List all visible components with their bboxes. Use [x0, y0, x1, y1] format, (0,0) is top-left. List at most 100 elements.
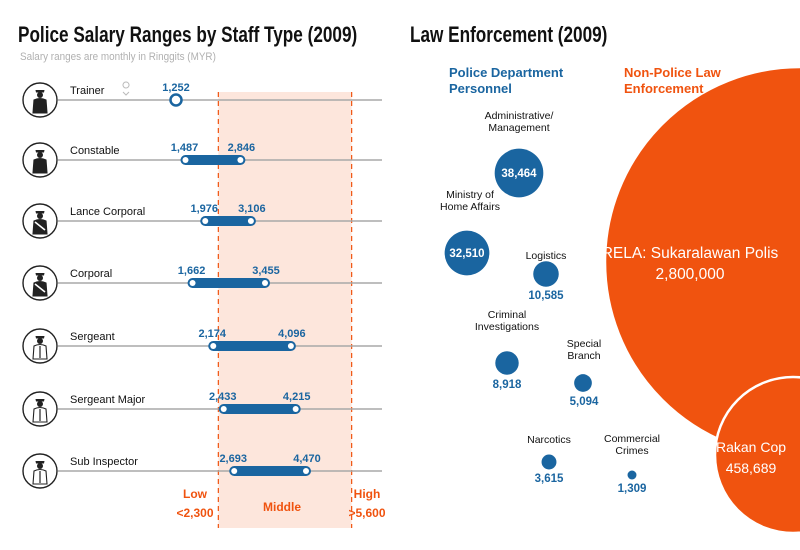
bubble-value: 8,918: [493, 379, 522, 391]
bubble-label: Commercial: [604, 433, 660, 445]
salary-point: [169, 93, 183, 107]
left-chart-title: Police Salary Ranges by Staff Type (2009…: [18, 22, 358, 47]
bubble: [541, 454, 557, 470]
bubble-label: Ministry of: [446, 189, 494, 201]
bubble: [574, 374, 592, 392]
cap-shape: [35, 461, 45, 464]
salary-row: Sergeant 2,174 4,096: [22, 328, 382, 364]
range-min-dot: [210, 343, 217, 349]
head-shape: [37, 401, 43, 407]
bubble-value: 1,309: [618, 483, 647, 495]
range-max-dot: [237, 157, 244, 163]
salary-row: Lance Corporal 1,976 3,106: [22, 203, 382, 239]
police-officer-icon: [32, 90, 48, 114]
row-label: Sergeant Major: [70, 394, 146, 406]
head-shape: [37, 275, 43, 281]
range-max-dot: [247, 218, 254, 224]
salary-row: Constable 1,487 2,846: [22, 142, 382, 178]
min-value-label: 2,693: [219, 453, 247, 465]
bubble-item: Administrative/Management 38,464: [485, 110, 554, 198]
sash-shape: [34, 221, 46, 231]
salary-row: Trainer 1,252: [22, 81, 382, 118]
bubble-item: Narcotics 3,615: [527, 434, 571, 485]
row-label: Corporal: [70, 268, 112, 280]
min-value-label: 2,174: [198, 328, 226, 340]
bubble-label: Logistics: [526, 250, 567, 262]
salary-rows: Trainer 1,252 Constable 1,487 2,846 Lance Cor…: [22, 81, 382, 489]
cap-shape: [35, 150, 45, 153]
row-label: Sub Inspector: [70, 456, 138, 468]
bubble: [495, 351, 519, 375]
police-group-header-line1: Police Department: [449, 65, 564, 80]
bubble-value: 5,094: [570, 396, 599, 408]
salary-row: Sub Inspector 2,693 4,470: [22, 453, 382, 489]
bubble-chart: Administrative/Management38,464Ministry …: [440, 65, 800, 535]
police-group-header-line2: Personnel: [449, 81, 512, 96]
bubble-value: 2,800,000: [656, 266, 725, 283]
max-value-label: 3,106: [238, 203, 266, 215]
head-shape: [37, 338, 43, 344]
range-min-dot: [189, 280, 196, 286]
police-officer-icon: [32, 461, 48, 485]
bubble-label: Criminal: [488, 309, 527, 321]
cap-shape: [35, 399, 45, 402]
right-chart-title: Law Enforcement (2009): [410, 22, 608, 47]
range-min-dot: [220, 406, 227, 412]
bubble-label: Branch: [567, 350, 600, 362]
sash-shape: [34, 283, 46, 293]
min-value-label: 1,487: [171, 142, 199, 154]
police-officer-icon: [32, 150, 48, 174]
bubble-value: 458,689: [726, 460, 777, 476]
row-label: Sergeant: [70, 331, 115, 343]
min-value-label: 2,433: [209, 391, 237, 403]
high-band-label: High: [354, 487, 381, 501]
bubble: [533, 261, 559, 287]
row-label: Trainer: [70, 85, 105, 97]
range-max-dot: [292, 406, 299, 412]
range-max-dot: [287, 343, 294, 349]
bubble: [627, 470, 637, 480]
bubble: [444, 230, 490, 276]
cap-shape: [35, 90, 45, 93]
left-chart-subtitle: Salary ranges are monthly in Ringgits (M…: [20, 51, 216, 63]
bubble: [494, 148, 544, 198]
row-label: Constable: [70, 145, 120, 157]
low-band-value: <2,300: [176, 506, 213, 520]
cap-shape: [35, 336, 45, 339]
max-value-label: 4,470: [293, 453, 321, 465]
min-value-label: 1,252: [162, 82, 190, 94]
head-shape: [37, 152, 43, 158]
bubble-value: 10,585: [528, 290, 564, 302]
bubble: [603, 65, 800, 459]
range-min-dot: [182, 157, 189, 163]
min-value-label: 1,976: [190, 203, 218, 215]
cap-shape: [35, 211, 45, 214]
range-max-dot: [303, 468, 309, 474]
bubble: [713, 375, 800, 535]
cap-shape: [35, 273, 45, 276]
police-officer-icon: [32, 336, 48, 360]
police-officer-icon: [32, 399, 48, 423]
police-officer-icon: [32, 273, 48, 297]
max-value-label: 2,846: [228, 142, 256, 154]
nonpolice-group-header-line2: Enforcement: [624, 81, 704, 96]
pin-icon: [122, 81, 130, 96]
bubble-value: 3,615: [535, 473, 564, 485]
bubble-label: Rakan Cop: [716, 439, 786, 455]
max-value-label: 4,096: [278, 328, 306, 340]
bubble-label: Investigations: [475, 321, 539, 333]
bubble-label: Crimes: [615, 445, 648, 457]
uniform-shape: [32, 97, 48, 114]
head-shape: [37, 213, 43, 219]
bubble-label: Special: [567, 338, 601, 350]
range-max-dot: [261, 280, 268, 286]
bubble-item: Rakan Cop 458,689: [713, 375, 800, 535]
police-officer-icon: [32, 211, 48, 235]
high-band-value: >5,600: [348, 506, 385, 520]
bubble-label: Home Affairs: [440, 201, 500, 213]
max-value-label: 3,455: [252, 265, 280, 277]
